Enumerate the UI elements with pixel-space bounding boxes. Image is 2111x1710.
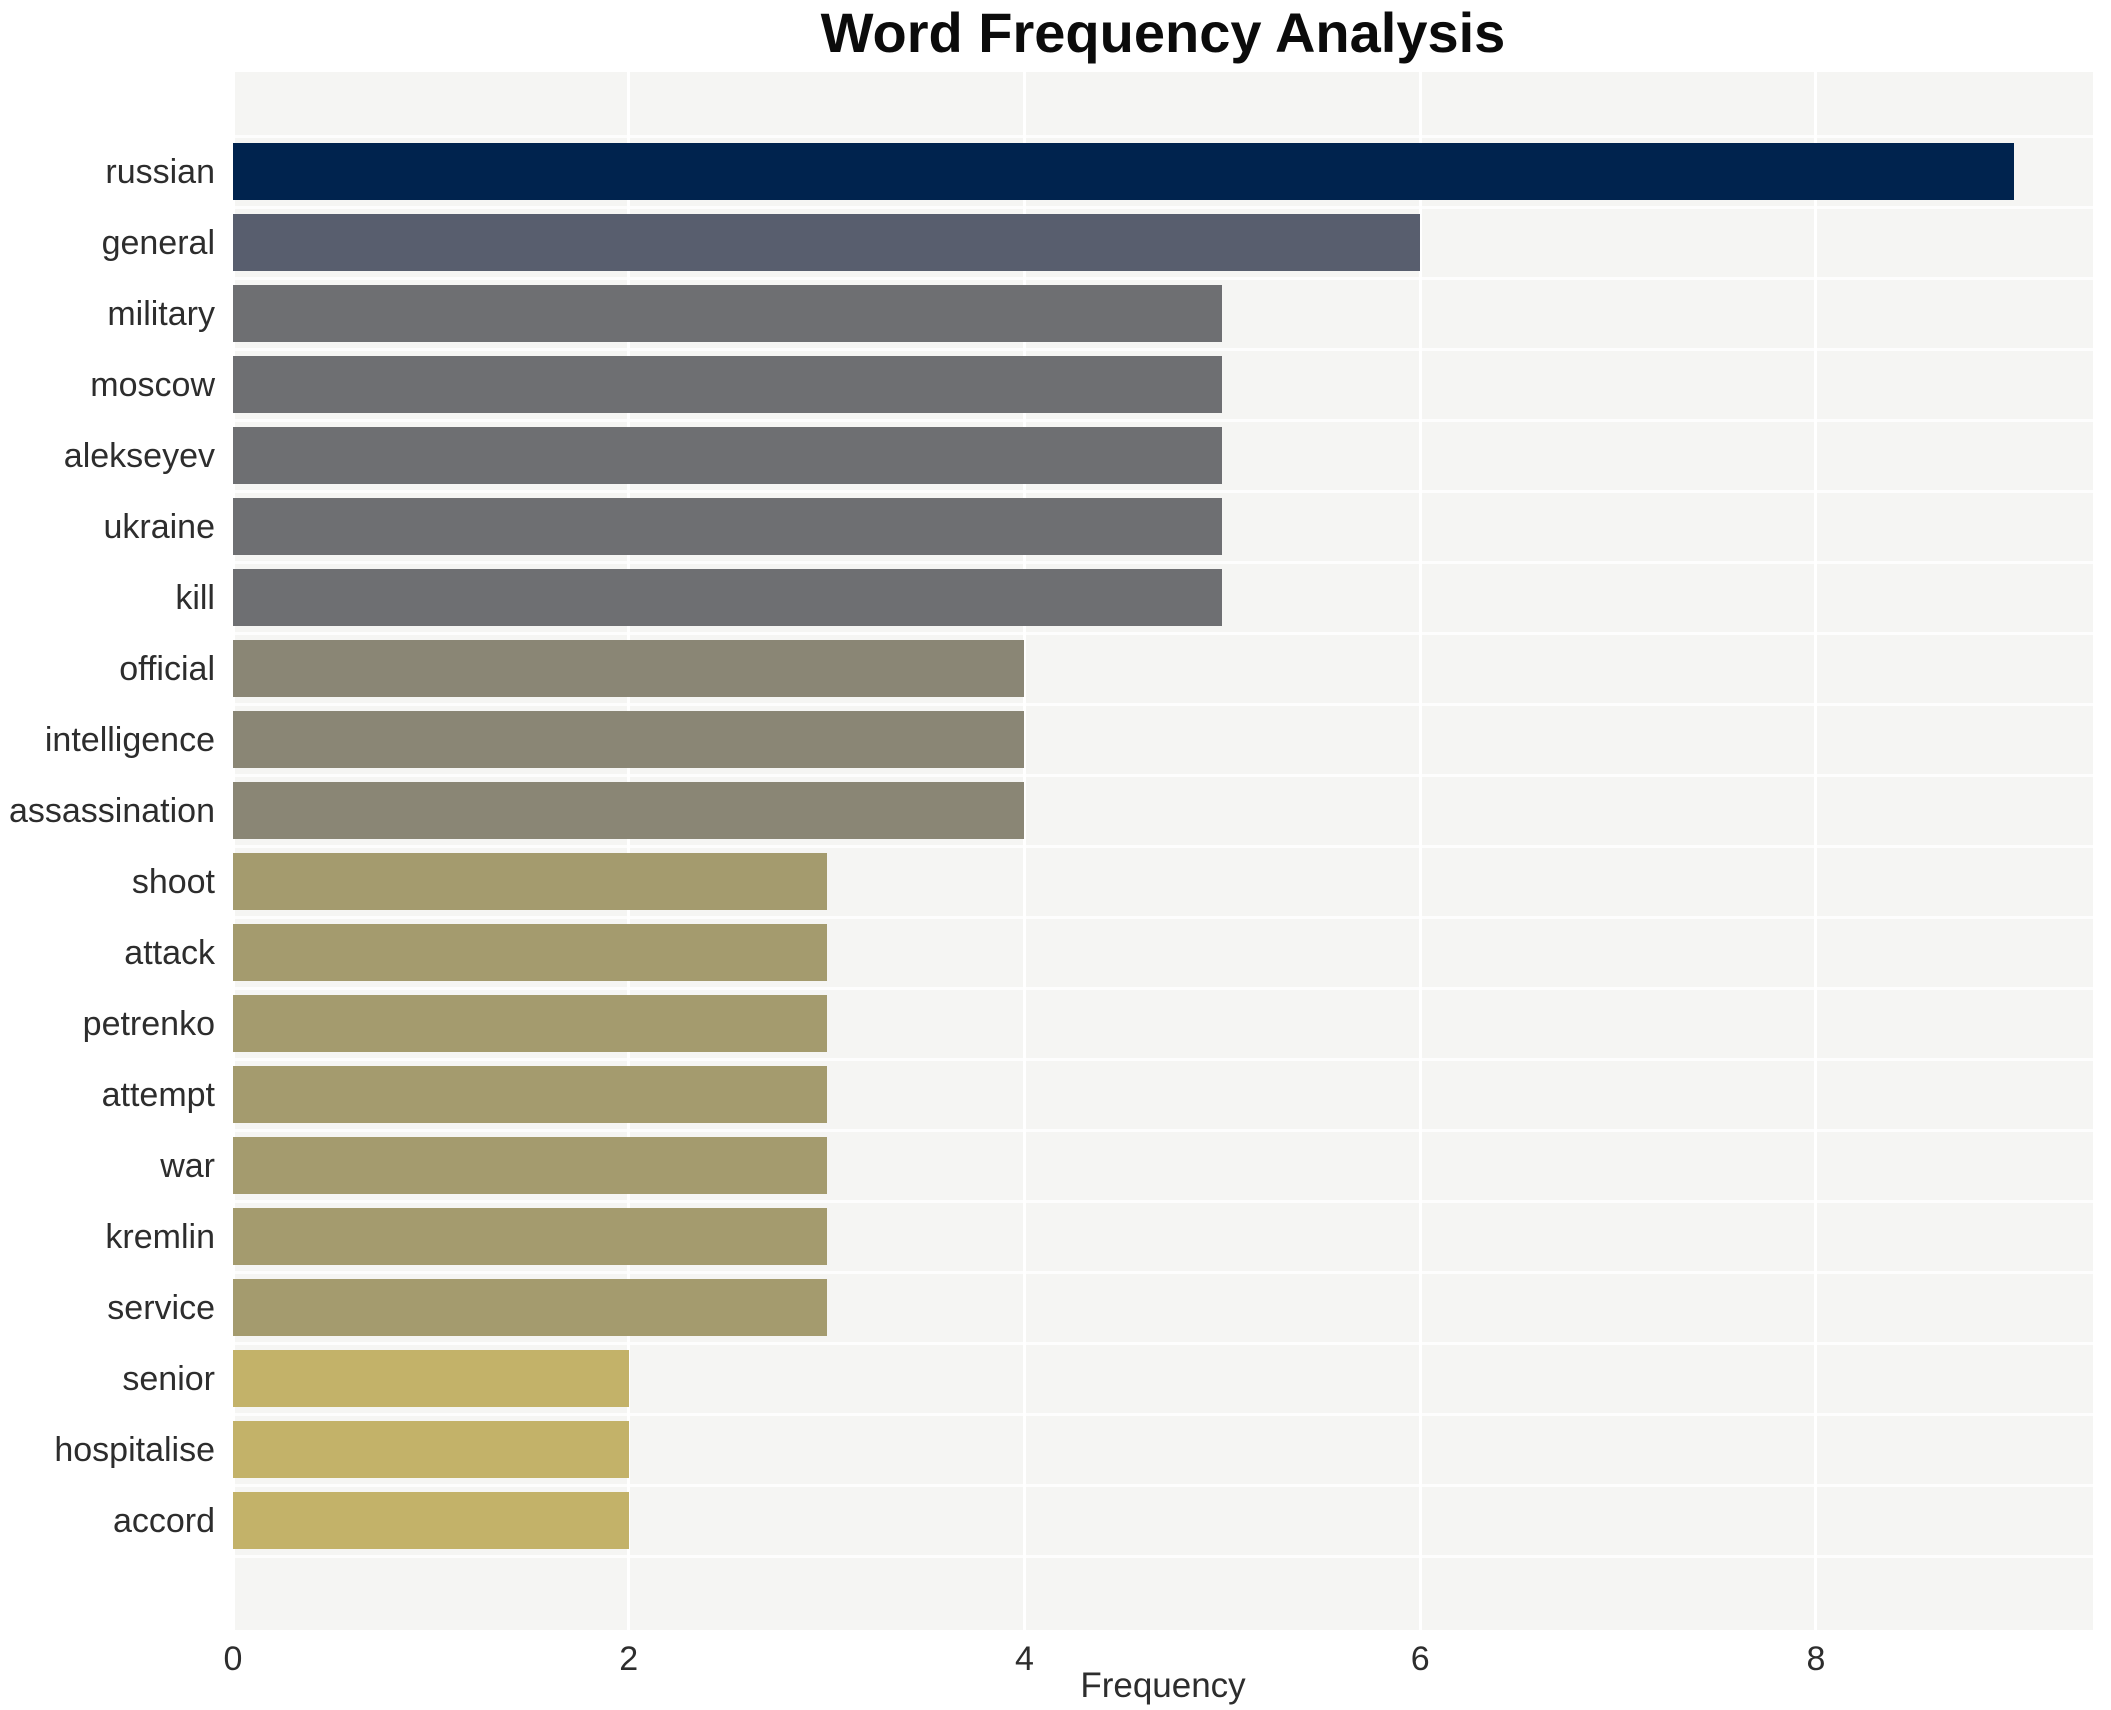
bar-row-official: official <box>119 631 2093 704</box>
bar-row-alekseyev: alekseyev <box>64 418 2093 491</box>
bar-official <box>233 640 1025 697</box>
row-separator <box>233 844 2093 848</box>
bar-ukraine <box>233 498 1223 555</box>
row-separator <box>233 702 2093 706</box>
y-axis-label-general: general <box>101 223 215 262</box>
bar-attempt <box>233 1066 827 1123</box>
y-axis-label-senior: senior <box>122 1359 215 1398</box>
bar-row-service: service <box>107 1270 2093 1343</box>
bar-row-intelligence: intelligence <box>45 702 2093 775</box>
bar-shoot <box>233 853 827 910</box>
bar-war <box>233 1137 827 1194</box>
bar-row-general: general <box>102 205 2093 278</box>
row-separator <box>233 915 2093 919</box>
y-axis-label-russian: russian <box>105 152 215 191</box>
row-separator <box>233 205 2093 209</box>
row-separator <box>233 1128 2093 1132</box>
chart-title: Word Frequency Analysis <box>820 1 1506 64</box>
gridline-x-6 <box>1418 72 1422 1630</box>
bar-attack <box>233 924 827 981</box>
row-separator <box>233 1483 2093 1487</box>
bar-row-petrenko: petrenko <box>83 986 2093 1059</box>
x-axis-label: Frequency <box>1080 1666 1246 1705</box>
row-separator <box>233 1341 2093 1345</box>
y-axis-label-official: official <box>119 649 215 688</box>
bar-moscow <box>233 356 1223 413</box>
row-separator <box>233 276 2093 280</box>
bar-russian <box>233 143 2014 200</box>
bar-kremlin <box>233 1208 827 1265</box>
row-separator <box>233 134 2093 138</box>
bar-assassination <box>233 782 1025 839</box>
y-axis-label-petrenko: petrenko <box>82 1004 215 1043</box>
bar-row-senior: senior <box>122 1341 2093 1414</box>
bar-row-kill: kill <box>175 560 2093 633</box>
y-axis-label-assassination: assassination <box>8 791 215 830</box>
bar-petrenko <box>233 995 827 1052</box>
bar-row-russian: russian <box>105 134 2093 207</box>
y-axis-label-service: service <box>107 1288 215 1327</box>
x-axis-ticks: 0 2 4 6 8 <box>224 1640 2093 1682</box>
y-axis-label-attack: attack <box>124 933 215 972</box>
x-tick-label-8: 8 <box>1806 1640 1826 1678</box>
y-axis-label-hospitalise: hospitalise <box>54 1430 215 1469</box>
bar-alekseyev <box>233 427 1223 484</box>
bar-row-attempt: attempt <box>102 1057 2093 1130</box>
gridline-x-4 <box>1022 72 1026 1630</box>
x-tick-label-2: 2 <box>619 1640 639 1678</box>
bar-senior <box>233 1350 629 1407</box>
row-separator <box>233 1199 2093 1203</box>
bar-kill <box>233 569 1223 626</box>
row-separator <box>233 773 2093 777</box>
bar-row-accord: accord <box>113 1483 2093 1556</box>
bar-row-kremlin: kremlin <box>105 1199 2093 1272</box>
y-axis-label-war: war <box>160 1146 215 1185</box>
bar-row-ukraine: ukraine <box>103 489 2093 562</box>
y-axis-label-ukraine: ukraine <box>103 507 215 546</box>
bar-row-hospitalise: hospitalise <box>54 1412 2093 1485</box>
y-axis-label-kill: kill <box>175 578 215 617</box>
gridline-x-2 <box>627 72 631 1630</box>
plot-area: russian general military moscow alekseyev ukr… <box>9 72 2093 1630</box>
x-tick-label-4: 4 <box>1015 1640 1034 1678</box>
gridline-x-8 <box>1814 72 1818 1630</box>
y-axis-label-attempt: attempt <box>101 1075 215 1114</box>
bar-row-moscow: moscow <box>90 347 2093 420</box>
bar-row-assassination: assassination <box>9 773 2093 846</box>
y-axis-label-alekseyev: alekseyev <box>63 436 215 475</box>
row-separator <box>233 1554 2093 1558</box>
gridline-x-0 <box>231 72 235 1630</box>
bar-service <box>233 1279 827 1336</box>
y-axis-label-kremlin: kremlin <box>105 1217 215 1256</box>
bar-row-shoot: shoot <box>132 844 2093 917</box>
bar-row-attack: attack <box>124 915 2093 988</box>
x-tick-label-0: 0 <box>223 1640 243 1678</box>
row-separator <box>233 560 2093 564</box>
bar-intelligence <box>233 711 1025 768</box>
bar-hospitalise <box>233 1421 629 1478</box>
bar-row-war: war <box>160 1128 2093 1201</box>
row-separator <box>233 986 2093 990</box>
bar-rows-container: russian general military moscow alekseyev ukr… <box>9 134 2093 1559</box>
row-separator <box>233 489 2093 493</box>
row-separator <box>233 631 2093 635</box>
y-axis-label-intelligence: intelligence <box>44 720 215 759</box>
y-axis-label-shoot: shoot <box>131 862 215 901</box>
row-separator <box>233 347 2093 351</box>
x-tick-label-6: 6 <box>1410 1640 1430 1678</box>
row-separator <box>233 1270 2093 1274</box>
y-axis-label-accord: accord <box>112 1501 215 1540</box>
bar-row-military: military <box>107 276 2093 349</box>
y-axis-label-military: military <box>107 294 215 333</box>
bar-military <box>233 285 1223 342</box>
bar-general <box>233 214 1421 271</box>
y-axis-label-moscow: moscow <box>90 365 215 404</box>
row-separator <box>233 1412 2093 1416</box>
row-separator <box>233 418 2093 422</box>
bar-accord <box>233 1492 629 1549</box>
row-separator <box>233 1057 2093 1061</box>
